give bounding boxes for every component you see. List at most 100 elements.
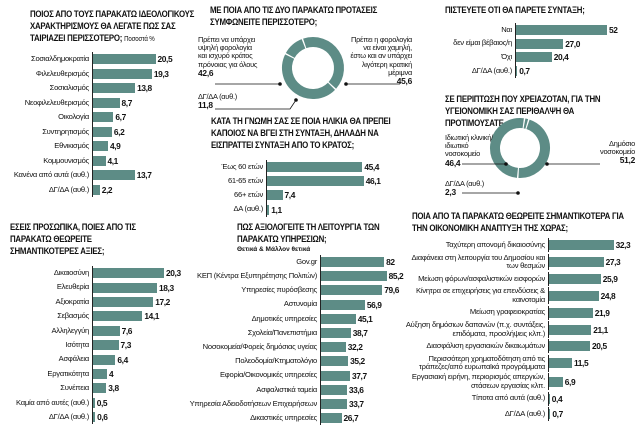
bar-label: ΔΓ/ΔΑ (αυθ.) [48,411,89,421]
leader-dot [516,191,520,195]
bar-value: 7,3 [120,340,132,351]
ideology-row: Οικολογία 6,7 [0,110,172,125]
bar-value: 20,5 [157,54,173,65]
bar [321,313,356,324]
leader-dot [294,98,298,102]
ideology-row: Κομμουνισμός 4,1 [0,153,172,168]
bar [321,398,347,409]
bar-value: 20,5 [592,341,607,352]
axis-line: 45,4 [266,160,380,175]
ideology-note: Ποσοστά % [124,34,155,43]
bar-label: Συνέπεια [60,383,89,393]
axis-line: 6,7 [92,110,126,125]
tax-slice [285,39,306,59]
bar-value: 11,5 [574,358,589,369]
bar-label: Σεβασμός [57,311,89,321]
leader-dot [344,82,348,86]
age-row: Έως 60 ετών 45,4 [0,160,381,175]
economy-row: Κίνητρα σε επιχειρήσεις για επενδύσεις &… [403,287,630,305]
age-chart: Έως 60 ετών 45,4 61-65 ετών 46,1 66+ ετών 7,4… [0,160,381,217]
bar-label: Τίποτα από αυτά (αυθ.) [471,393,546,403]
bar-value: 20,4 [553,52,569,63]
values-chart: Δικαιοσύνη 20,3 Ελευθερία 18,3 Αξιοκρατία 17,… [0,266,181,425]
health-value-private: 46,4 [445,157,461,168]
bar-label: Οικολογία [58,112,89,122]
bar-label: Πολεοδομία/Κτηματολόγιο [235,356,317,366]
bar [321,271,387,282]
tax-value-dk: 11,8 [198,100,213,111]
bar-value: 0,6 [97,412,108,423]
tax-value-low: 45,6 [396,76,413,87]
bar-label: ΚΕΠ (Κέντρα Εξυπηρέτησης Πολιτών) [197,271,317,281]
axis-line: 8,7 [92,95,132,110]
services-row: Υπηρεσία Αδειοδοτήσεων Επιχειρήσεων 33,7 [0,396,403,412]
services-row: Αστυνομία 56,9 [0,297,403,312]
ideology-chart: Σοσιαλδημοκρατία 20,5 Φιλελευθερισμός 19,3 Σ… [0,52,173,197]
bar-value: 19,3 [153,68,169,79]
services-row: ΚΕΠ (Κέντρα Εξυπηρέτησης Πολιτών) 85,2 [0,269,404,284]
age-title: ΚΑΤΑ ΤΗ ΓΝΩΜΗ ΣΑΣ ΣΕ ΠΟΙΑ ΗΛΙΚΙΑ ΘΑ ΠΡΕΠ… [211,116,391,151]
bar [93,311,143,322]
axis-line: 85,2 [320,269,404,284]
bar-label: Συντηρητισμός [42,126,89,136]
health-slice [490,118,524,178]
axis-line: 33,6 [320,382,364,397]
bar [93,68,152,79]
bar-value: 18,3 [159,282,174,293]
bar-value: 0,5 [96,397,108,408]
bar-label: Όχι [501,52,512,62]
axis-line: 17,2 [92,294,170,310]
bar [93,97,120,108]
bar-value: 52 [609,24,618,35]
bar-label: 66+ ετών [234,190,263,200]
bar-value: 56,9 [366,299,382,310]
bar-label: Εφορία/Οικονομικές υπηρεσίες [219,370,317,380]
bar-value: 21,1 [593,324,608,335]
axis-line: 13,8 [92,81,152,96]
bar [321,384,347,395]
axis-line: 24,8 [548,287,616,305]
ideology-row: Συντηρητισμός 6,2 [0,124,172,139]
bar-value: 37,7 [352,370,367,381]
axis-line: 19,3 [92,66,169,81]
economy-row: Διαφάνεια στη λειτουργία του Δημοσίου κα… [403,253,630,271]
health-label-dk: ΔΓ/ΔΑ (αυθ.) 2,3 [445,179,484,198]
ideology-row: ΔΓ/ΔΑ (αυθ.) 2,2 [0,182,172,197]
bar-value: 14,1 [144,311,160,322]
bar-label: ΔΑ (αυθ.) [233,204,263,214]
axis-line: 27,3 [548,253,621,271]
tax-title: ΜΕ ΠΟΙΑ ΑΠΟ ΤΙΣ ΔΥΟ ΠΑΡΑΚΑΤΩ ΠΡΟΤΑΣΕΙΣ Σ… [210,5,378,28]
axis-line: 6,2 [92,124,125,139]
bar-label: Αστυνομία [283,299,317,309]
economy-row: ΔΓ/ΔΑ (αυθ.) 0,7 [403,407,630,422]
axis-line: 7,3 [92,337,132,353]
services-row: Δημοτικές υπηρεσίες 45,1 [0,311,403,326]
economy-row: Περισσότερη χρηματοδότηση από τις τράπεζ… [403,353,630,372]
bar [93,126,112,137]
bar-label: ΔΓ/ΔΑ (αυθ.) [504,408,545,418]
bar-value: 13,7 [136,170,152,181]
bar-value: 45,4 [364,162,380,173]
health-value-public: 51,2 [619,155,636,166]
axis-line: 11,5 [548,354,589,372]
values-row: Αλληλεγγύη 7,6 [0,323,181,338]
bar-value: 24,8 [600,290,616,301]
bar-value: 7,4 [284,190,296,201]
age-row: ΔΑ (αυθ.) 1,1 [0,202,381,217]
bar-label: Δικαστικές υπηρεσίες [250,412,317,422]
bar-value: 27,3 [605,256,621,267]
values-row: Συνέπεια 3,8 [0,381,181,396]
bar [93,155,106,166]
pension-row: Ναι 52 [0,23,618,37]
bar [549,393,550,404]
axis-line: 7,4 [266,188,296,203]
axis-line: 82 [320,255,395,270]
bar [93,141,108,152]
bar [549,240,614,250]
axis-line: 6,4 [92,352,128,367]
bar-value: 82 [386,257,395,268]
bar [321,356,349,367]
tax-label-dk: ΔΓ/ΔΑ (αυθ.) 11,8 [198,92,237,111]
bar-label: Περισσότερη χρηματοδότηση από τις τράπεζ… [418,353,545,372]
